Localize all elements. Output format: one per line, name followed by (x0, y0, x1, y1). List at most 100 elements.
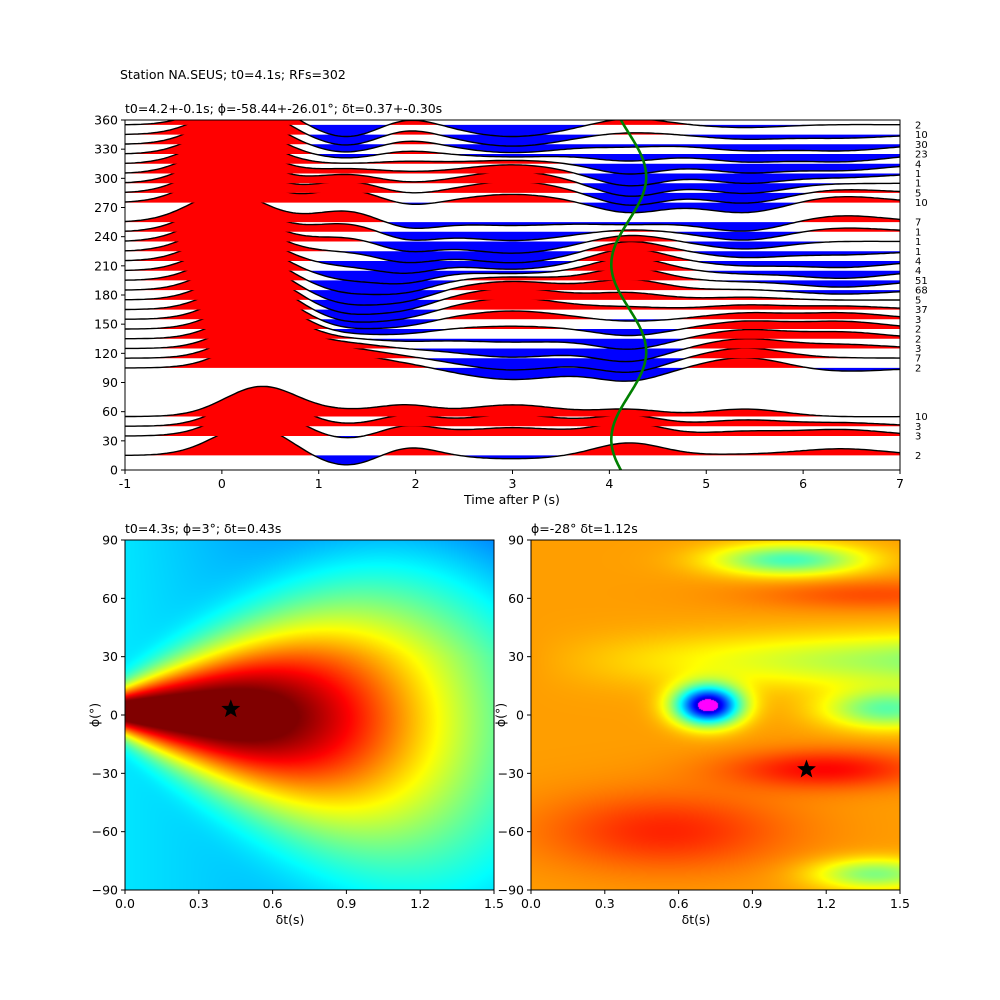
wiggle-title: t0=4.2+-0.1s; ϕ=-58.44+-26.01°; δt=0.37+… (125, 101, 442, 116)
y-tick-label: 150 (94, 317, 118, 332)
y-tick-label: 270 (94, 200, 118, 215)
trace-negative-fill (125, 290, 900, 306)
trace-count-label: 1 (915, 237, 921, 248)
trace-positive-fill (125, 172, 900, 203)
trace-negative-fill (125, 202, 900, 213)
y-tick-label: 30 (102, 433, 118, 448)
trace-positive-fill (125, 337, 900, 368)
trace-negative-fill (125, 367, 900, 382)
trace-positive-fill (125, 386, 900, 417)
x-tick-label: 6 (799, 476, 807, 491)
trace-count-label: 30 (915, 140, 928, 151)
trace-negative-fill (125, 163, 900, 174)
trace-count-label: 7 (915, 218, 921, 229)
trace-negative-fill (125, 231, 900, 241)
x-tick-label: 0.3 (189, 896, 209, 911)
y-tick-label: 0 (516, 708, 524, 723)
trace-count-label: 4 (915, 266, 921, 277)
trace-count-label: 3 (915, 315, 921, 326)
trace-positive-fill (125, 153, 900, 184)
trace-positive-fill (125, 231, 900, 261)
trace-negative-fill (125, 280, 900, 295)
trace-positive-fill (125, 192, 900, 223)
trace-count-label: 1 (915, 169, 921, 180)
trace-positive-fill (125, 133, 900, 164)
trace-negative-fill (125, 358, 900, 373)
x-tick-label: 1.5 (890, 896, 910, 911)
y-tick-label: 60 (102, 404, 118, 419)
trace-positive-fill (125, 211, 900, 242)
trace-negative-fill (125, 241, 900, 254)
heatmap-left-x-label: δt(s) (276, 912, 305, 927)
trace-negative-fill (125, 192, 900, 206)
t0-curve (610, 120, 648, 470)
y-tick-label: 0 (110, 463, 118, 478)
heatmap-left-panel: t0=4.3s; ϕ=3°; δt=0.43s 0.0 0.3 0.6 0.9 1.2 1… (87, 521, 504, 927)
trace-line (125, 120, 900, 154)
trace-count-label: 10 (915, 130, 928, 141)
y-tick-label: 60 (102, 591, 118, 606)
x-tick-label: 0.0 (521, 896, 541, 911)
trace-negative-fill (125, 173, 900, 186)
trace-positive-fill (125, 396, 900, 427)
y-tick-label: 90 (102, 375, 118, 390)
y-tick-label: −90 (498, 883, 524, 898)
x-tick-label: 1 (315, 476, 323, 491)
trace-positive-fill (125, 318, 900, 349)
trace-count-label: 10 (915, 412, 928, 423)
trace-negative-fill (125, 154, 900, 163)
heatmap-right-title: ϕ=-28° δt=1.12s (531, 521, 638, 536)
trace-count-label: 51 (915, 276, 928, 287)
trace-count-label: 1 (915, 247, 921, 258)
trace-positive-fill (125, 240, 900, 271)
y-tick-label: −60 (498, 824, 524, 839)
y-tick-label: 30 (102, 649, 118, 664)
trace-line (125, 120, 900, 147)
y-tick-label: −30 (92, 766, 118, 781)
trace-count-label: 10 (915, 198, 928, 209)
y-tick-label: 0 (110, 708, 118, 723)
y-tick-label: 90 (508, 533, 524, 548)
y-tick-label: 180 (94, 288, 118, 303)
trace-count-label: 3 (915, 344, 921, 355)
trace-count-label: 1 (915, 227, 921, 238)
y-tick-label: 120 (94, 346, 118, 361)
x-tick-label: 2 (412, 476, 420, 491)
trace-count-label: 3 (915, 431, 921, 442)
y-tick-label: −90 (92, 883, 118, 898)
x-tick-label: -1 (119, 476, 131, 491)
y-tick-label: 60 (508, 591, 524, 606)
y-tick-label: 90 (102, 533, 118, 548)
trace-count-label: 68 (915, 286, 928, 297)
y-tick-label: 330 (94, 142, 118, 157)
trace-count-label: 23 (915, 150, 928, 161)
trace-count-label: 2 (915, 120, 921, 131)
trace-negative-fill (125, 455, 900, 465)
trace-count-label: 37 (915, 305, 928, 316)
y-tick-label: 300 (94, 171, 118, 186)
heatmap-right-axes: 0.0 0.3 0.6 0.9 1.2 1.5 −90 −60 −30 0 30 60 90 (498, 533, 910, 912)
wiggle-y-ticks: 0 30 60 90 120 150 180 210 240 270 300 330 360 (94, 113, 125, 478)
x-tick-label: 1.2 (816, 896, 836, 911)
trace-positive-fill (125, 425, 900, 456)
wiggle-traces (125, 120, 900, 470)
trace-negative-fill (125, 124, 900, 137)
trace-positive-fill (125, 221, 900, 252)
trace-negative-fill (125, 348, 900, 362)
wiggle-panel: t0=4.2+-0.1s; ϕ=-58.44+-26.01°; δt=0.37+… (94, 101, 928, 507)
x-tick-label: 0.6 (669, 896, 689, 911)
trace-line (125, 385, 900, 418)
x-tick-label: 4 (605, 476, 613, 491)
heatmap-left-title: t0=4.3s; ϕ=3°; δt=0.43s (125, 521, 281, 536)
trace-negative-fill (125, 299, 900, 315)
x-tick-label: 0.3 (595, 896, 615, 911)
x-tick-label: 3 (509, 476, 517, 491)
x-tick-label: 0.9 (742, 896, 762, 911)
y-tick-label: −30 (498, 766, 524, 781)
best-fit-star-marker (221, 699, 241, 718)
trace-positive-fill (125, 201, 900, 232)
heatmap-right-canvas (531, 540, 900, 890)
x-tick-label: 0 (218, 476, 226, 491)
